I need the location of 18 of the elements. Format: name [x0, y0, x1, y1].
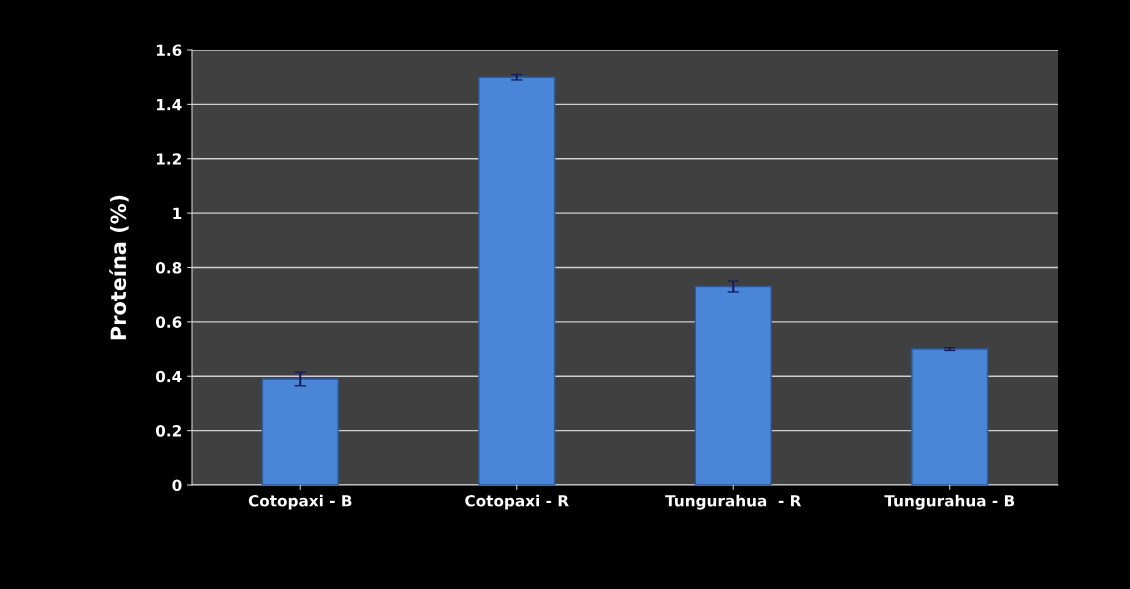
bar [261, 378, 339, 485]
y-tick-label: 0.8 [155, 261, 182, 274]
y-tick-label: 1.2 [156, 153, 181, 165]
bar [911, 348, 989, 485]
x-tick-label: Tungurahua - R [665, 494, 802, 510]
x-tick-label: Cotopaxi - B [248, 494, 352, 510]
y-tick-label: 0 [172, 479, 182, 492]
y-tick-label: 0.6 [155, 316, 182, 328]
y-tick-label: 0.4 [155, 370, 182, 383]
y-tick-label: 1 [173, 207, 182, 219]
x-tick-label: Tungurahua - B [884, 494, 1015, 510]
bar [694, 285, 772, 485]
y-axis-title: Proteína (%) [109, 195, 129, 340]
y-tick-label: 1.6 [156, 44, 182, 57]
y-tick-label: 0.2 [155, 425, 181, 437]
x-tick-label: Cotopaxi - R [465, 494, 569, 510]
y-tick-label: 1.4 [156, 99, 182, 111]
bar [478, 76, 556, 485]
